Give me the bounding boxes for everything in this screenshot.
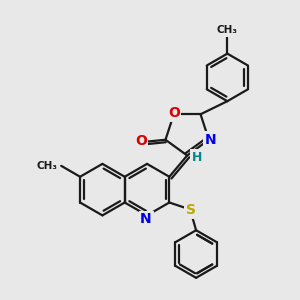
- Text: O: O: [168, 106, 180, 120]
- Text: O: O: [135, 134, 147, 148]
- Text: N: N: [205, 133, 217, 147]
- Text: CH₃: CH₃: [217, 25, 238, 35]
- Text: CH₃: CH₃: [36, 161, 57, 171]
- Text: S: S: [186, 203, 196, 218]
- Text: N: N: [140, 212, 152, 226]
- Text: H: H: [192, 151, 202, 164]
